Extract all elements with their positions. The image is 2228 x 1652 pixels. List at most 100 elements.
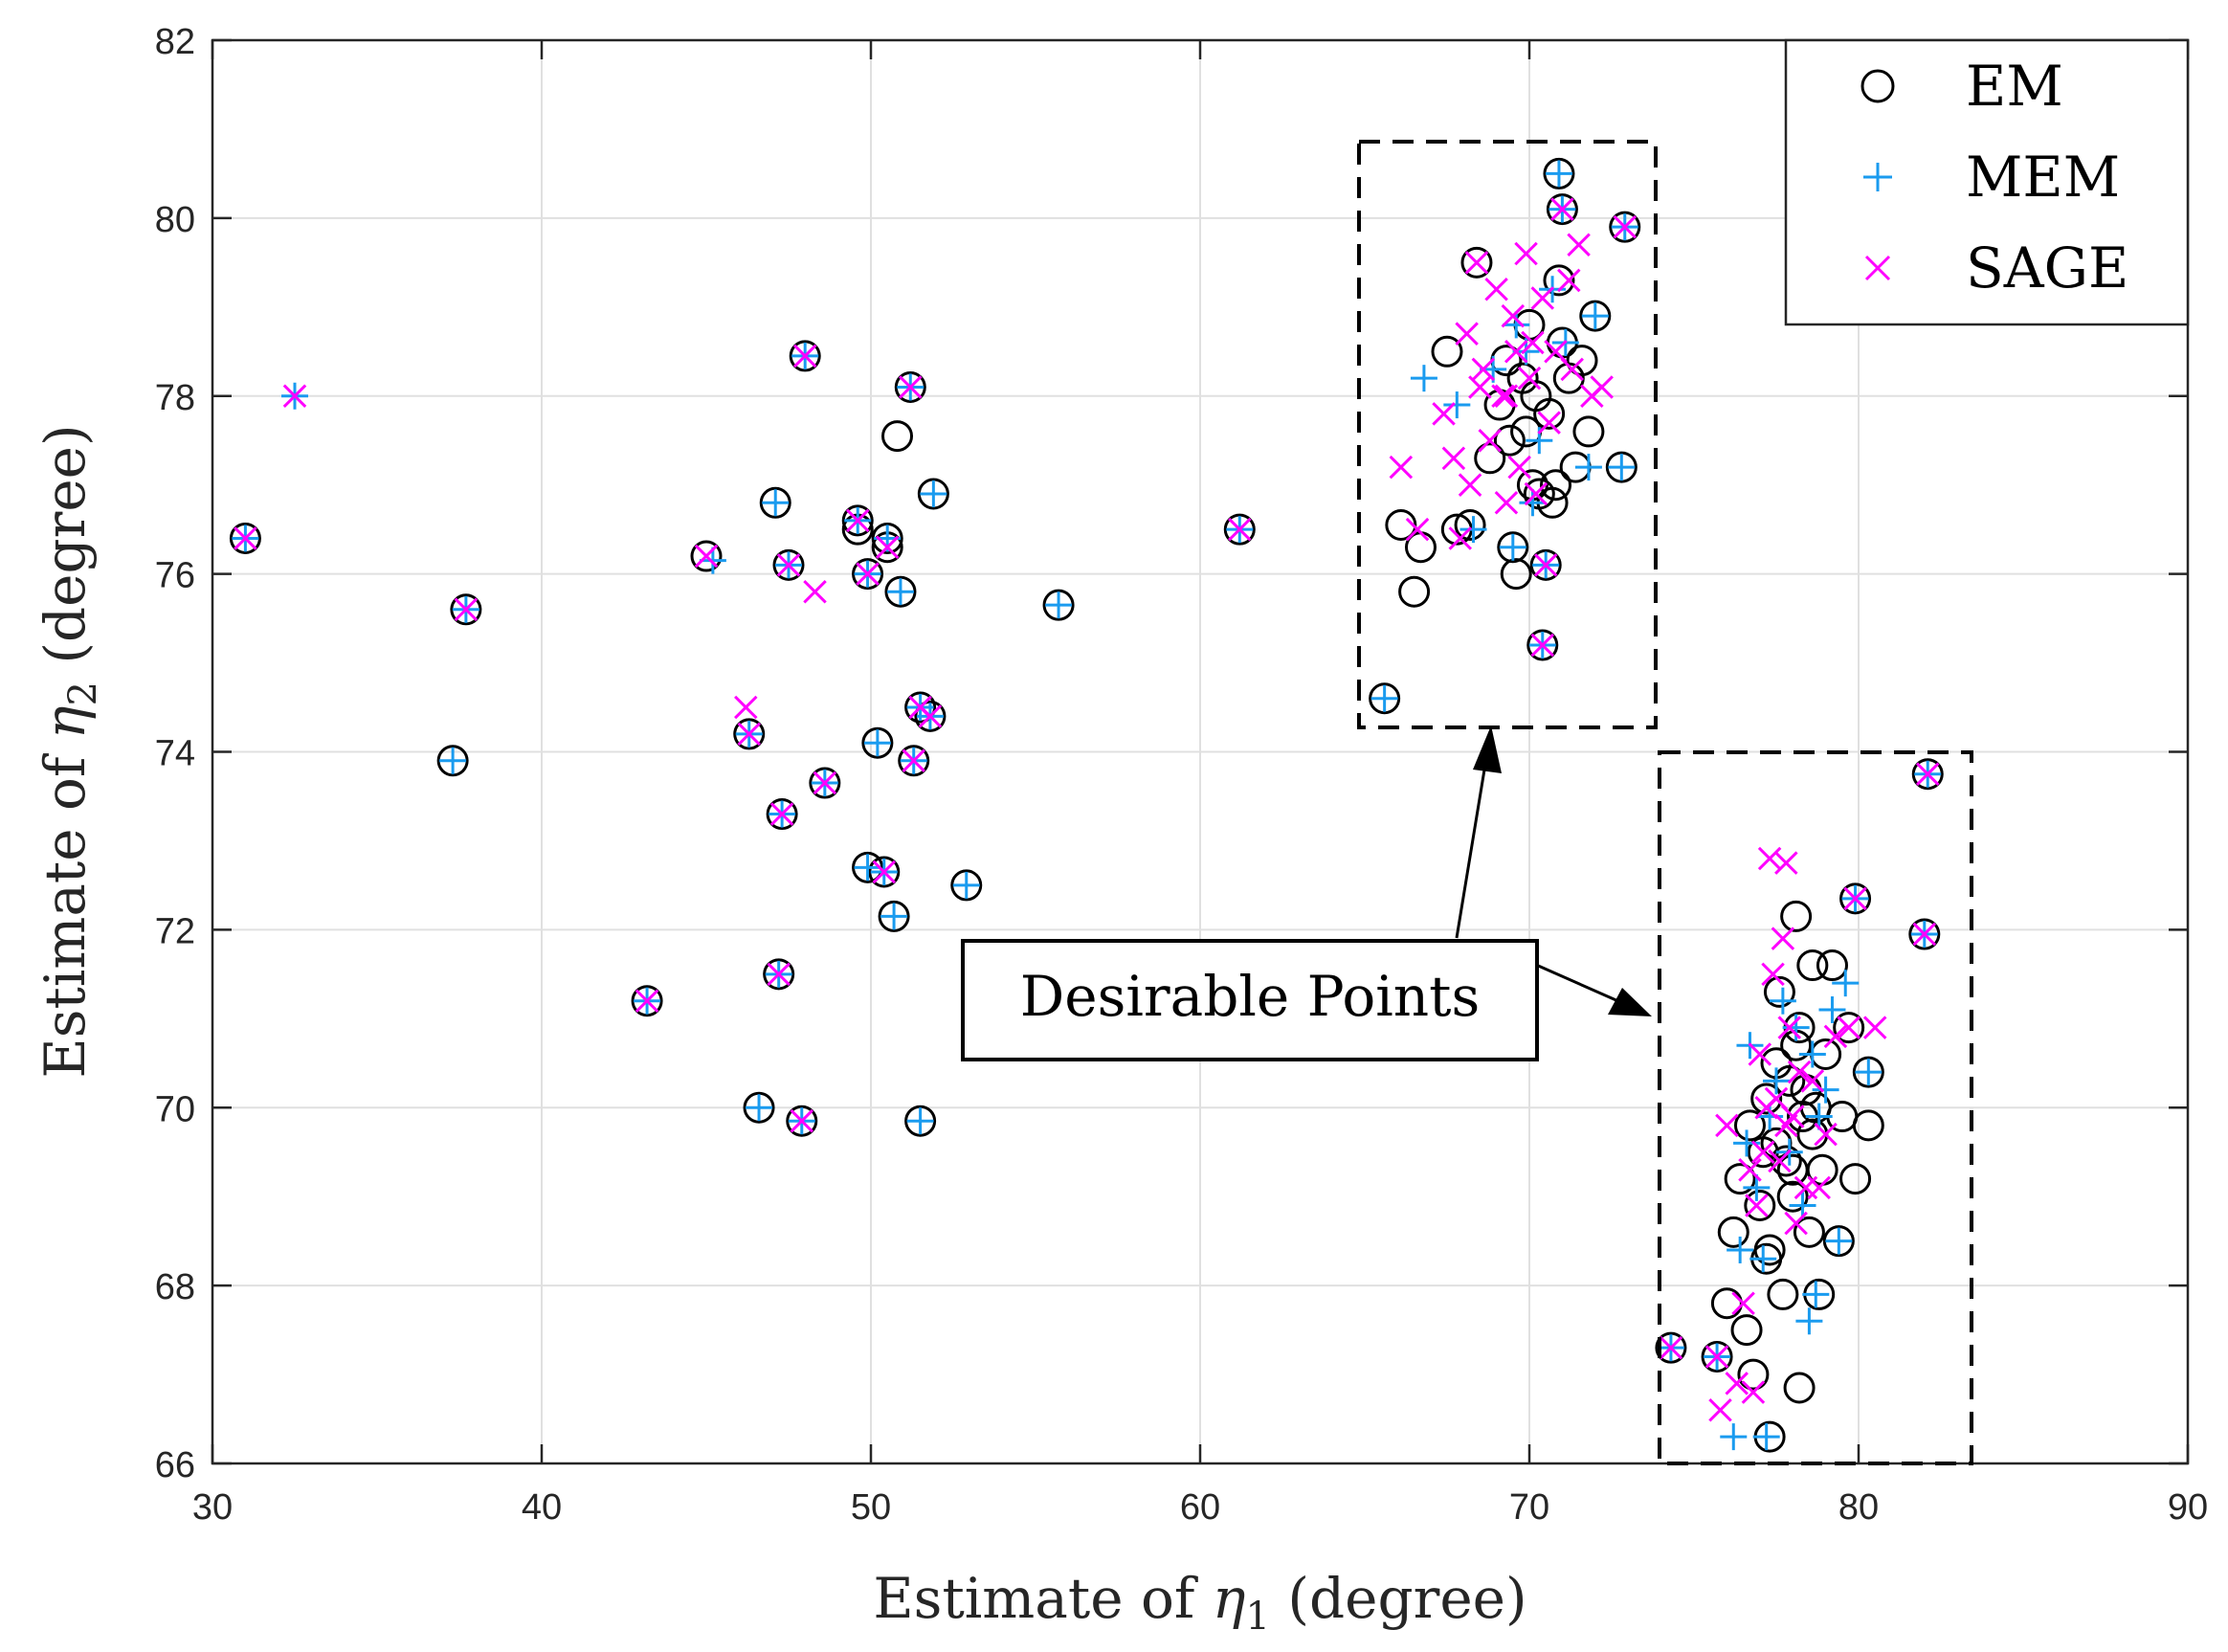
sage-point-b bbox=[1774, 851, 1798, 875]
mem-point bbox=[854, 854, 881, 882]
sage-point bbox=[1557, 268, 1581, 293]
mem-point bbox=[1795, 1307, 1823, 1335]
sage-point bbox=[1507, 455, 1531, 480]
sage-point-b bbox=[1228, 517, 1252, 542]
mem-point bbox=[1752, 1423, 1780, 1451]
sage-point-b bbox=[1823, 1024, 1848, 1049]
mem-point bbox=[1805, 1103, 1833, 1130]
sage-point-b bbox=[1708, 1397, 1732, 1422]
sage-point-b bbox=[1843, 886, 1867, 911]
sage-point-b bbox=[1491, 384, 1515, 409]
legend-marker-sage bbox=[1864, 255, 1891, 281]
sage-point-b bbox=[1521, 330, 1545, 355]
mem-point bbox=[1802, 1281, 1830, 1308]
legend-marker-sage-b bbox=[1864, 255, 1891, 281]
sage-point bbox=[856, 562, 880, 586]
mem-point bbox=[952, 871, 980, 899]
sage-point-b bbox=[734, 695, 758, 720]
callout-arrow-upper bbox=[1455, 746, 1490, 939]
sage-point-b bbox=[769, 802, 794, 826]
sage-point-b bbox=[1912, 922, 1937, 947]
sage-point bbox=[767, 962, 791, 987]
em-point bbox=[861, 726, 894, 759]
sage-point bbox=[1741, 1380, 1766, 1404]
sage-point-b bbox=[1748, 1042, 1772, 1066]
em-point bbox=[1460, 246, 1493, 279]
sage-point-b bbox=[1725, 1372, 1749, 1395]
sage-point-b bbox=[1501, 303, 1526, 328]
sage-point bbox=[1777, 1016, 1802, 1039]
sage-point-b bbox=[234, 526, 257, 550]
sage-point-b bbox=[1750, 1140, 1775, 1164]
mem-point bbox=[1045, 592, 1073, 619]
em-point bbox=[1474, 442, 1506, 475]
mem-point bbox=[1581, 302, 1609, 330]
data-markers bbox=[229, 157, 1944, 1453]
em-point bbox=[852, 851, 884, 883]
sage-point-b bbox=[872, 859, 897, 884]
sage-point-b bbox=[1738, 1158, 1762, 1182]
sage-point-b bbox=[282, 384, 307, 409]
sage-point-b bbox=[813, 770, 837, 795]
sage-point bbox=[1715, 1113, 1739, 1138]
sage-point-b bbox=[1448, 526, 1473, 550]
em-point bbox=[743, 1091, 775, 1124]
sage-point-b bbox=[1458, 473, 1482, 497]
tick-labels: 30 40 50 60 70 80 90 66 68 70 72 74 76 78 80 82 bbox=[155, 22, 2208, 1528]
mem-point bbox=[1727, 1236, 1754, 1263]
x-tick-label: 50 bbox=[851, 1487, 891, 1528]
sage-point-b bbox=[1504, 340, 1528, 364]
dashed-box-upper bbox=[1357, 140, 1658, 729]
em-point bbox=[631, 985, 663, 1017]
sage-point bbox=[1494, 384, 1519, 409]
em-point bbox=[1385, 509, 1417, 542]
em-point bbox=[1546, 193, 1578, 226]
em-point bbox=[868, 856, 901, 888]
sage-point bbox=[282, 384, 307, 409]
em-point bbox=[1776, 1153, 1809, 1186]
mem-point bbox=[886, 578, 914, 606]
mem-point bbox=[1720, 1423, 1748, 1451]
em-point bbox=[1733, 1109, 1766, 1142]
sage-point bbox=[1389, 455, 1414, 480]
sage-point-b bbox=[1807, 1175, 1831, 1200]
y-tick-label: 66 bbox=[155, 1445, 195, 1485]
em-point bbox=[914, 700, 947, 732]
sage-point bbox=[1501, 303, 1526, 328]
em-point bbox=[1744, 1189, 1776, 1221]
em-point bbox=[1717, 1216, 1749, 1248]
sage-point bbox=[694, 544, 719, 569]
sage-point bbox=[790, 1108, 814, 1133]
sage-point bbox=[1517, 366, 1542, 391]
legend-label-em: EM bbox=[1966, 54, 2063, 119]
em-point bbox=[1493, 424, 1526, 457]
sage-point bbox=[1771, 926, 1795, 950]
sage-point-b bbox=[767, 962, 791, 987]
sage-point bbox=[1912, 922, 1937, 947]
sage-point bbox=[1823, 1024, 1848, 1049]
dashed-box-lower bbox=[1658, 750, 1973, 1465]
em-point bbox=[1605, 451, 1638, 483]
sage-point bbox=[792, 344, 817, 368]
em-point bbox=[1783, 1372, 1816, 1404]
em-point bbox=[1822, 1225, 1855, 1258]
em-point bbox=[1763, 975, 1795, 1008]
arrow-head-lower bbox=[1608, 988, 1652, 1016]
sage-point bbox=[1745, 1194, 1769, 1217]
mem-point bbox=[1812, 1076, 1839, 1104]
em-point bbox=[1750, 1083, 1783, 1115]
em-point bbox=[1839, 1163, 1872, 1195]
y-tick-label: 82 bbox=[155, 22, 195, 62]
y-tick-label: 70 bbox=[155, 1089, 195, 1129]
em-point bbox=[450, 593, 482, 626]
em-point bbox=[1454, 509, 1486, 542]
sage-point-b bbox=[1787, 1060, 1812, 1084]
sage-point-b bbox=[1478, 428, 1502, 453]
legend-label-sage: SAGE bbox=[1966, 235, 2128, 301]
sage-point-b bbox=[635, 989, 659, 1013]
em-point bbox=[904, 691, 937, 724]
sage-point bbox=[1837, 1016, 1860, 1039]
em-point bbox=[1737, 1358, 1770, 1391]
sage-point-b bbox=[1517, 366, 1542, 391]
sage-point bbox=[1464, 251, 1489, 275]
